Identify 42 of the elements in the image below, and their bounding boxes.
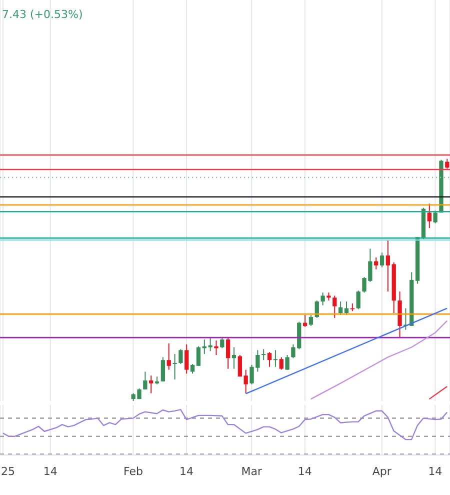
x-tick-label: 14	[43, 465, 58, 478]
x-tick-label: 14	[428, 465, 442, 478]
candlestick	[380, 252, 384, 268]
candlestick	[220, 337, 224, 349]
candlestick	[262, 348, 266, 361]
candlestick	[178, 348, 183, 364]
candlestick	[279, 356, 284, 370]
candlestick	[184, 344, 189, 374]
candlestick	[338, 300, 343, 316]
x-tick-label: Apr	[372, 465, 392, 478]
candlestick	[190, 363, 195, 374]
candlestick	[196, 346, 201, 366]
candlestick	[226, 337, 230, 370]
x-tick-label: Feb	[123, 465, 143, 478]
candlestick	[356, 290, 360, 310]
candlestick	[308, 314, 314, 326]
candlestick	[166, 342, 171, 370]
x-tick-label: 14	[180, 465, 194, 478]
x-tick-label: 25	[1, 465, 15, 478]
candlestick	[285, 354, 290, 370]
candlestick	[445, 158, 450, 170]
text: 7.43 (+0.53%)	[2, 8, 83, 21]
candlestick	[427, 203, 432, 229]
candlestick	[386, 239, 390, 292]
candlestick	[314, 300, 319, 318]
candlestick	[433, 210, 438, 224]
candlestick	[244, 369, 248, 394]
candlestick	[302, 314, 308, 328]
candlestick	[232, 346, 236, 370]
candlestick	[374, 256, 378, 270]
candlestick	[267, 352, 272, 368]
candlestick	[344, 300, 349, 316]
candlestick	[143, 371, 148, 390]
candlestick	[149, 375, 154, 394]
candlestick	[273, 350, 278, 368]
candlestick	[238, 354, 242, 378]
candlestick	[332, 295, 337, 318]
candlestick	[320, 292, 325, 306]
candlestick	[160, 356, 166, 382]
candlestick	[172, 354, 177, 380]
x-tick-label: 14	[298, 465, 312, 478]
x-tick-label: Mar	[241, 465, 262, 478]
